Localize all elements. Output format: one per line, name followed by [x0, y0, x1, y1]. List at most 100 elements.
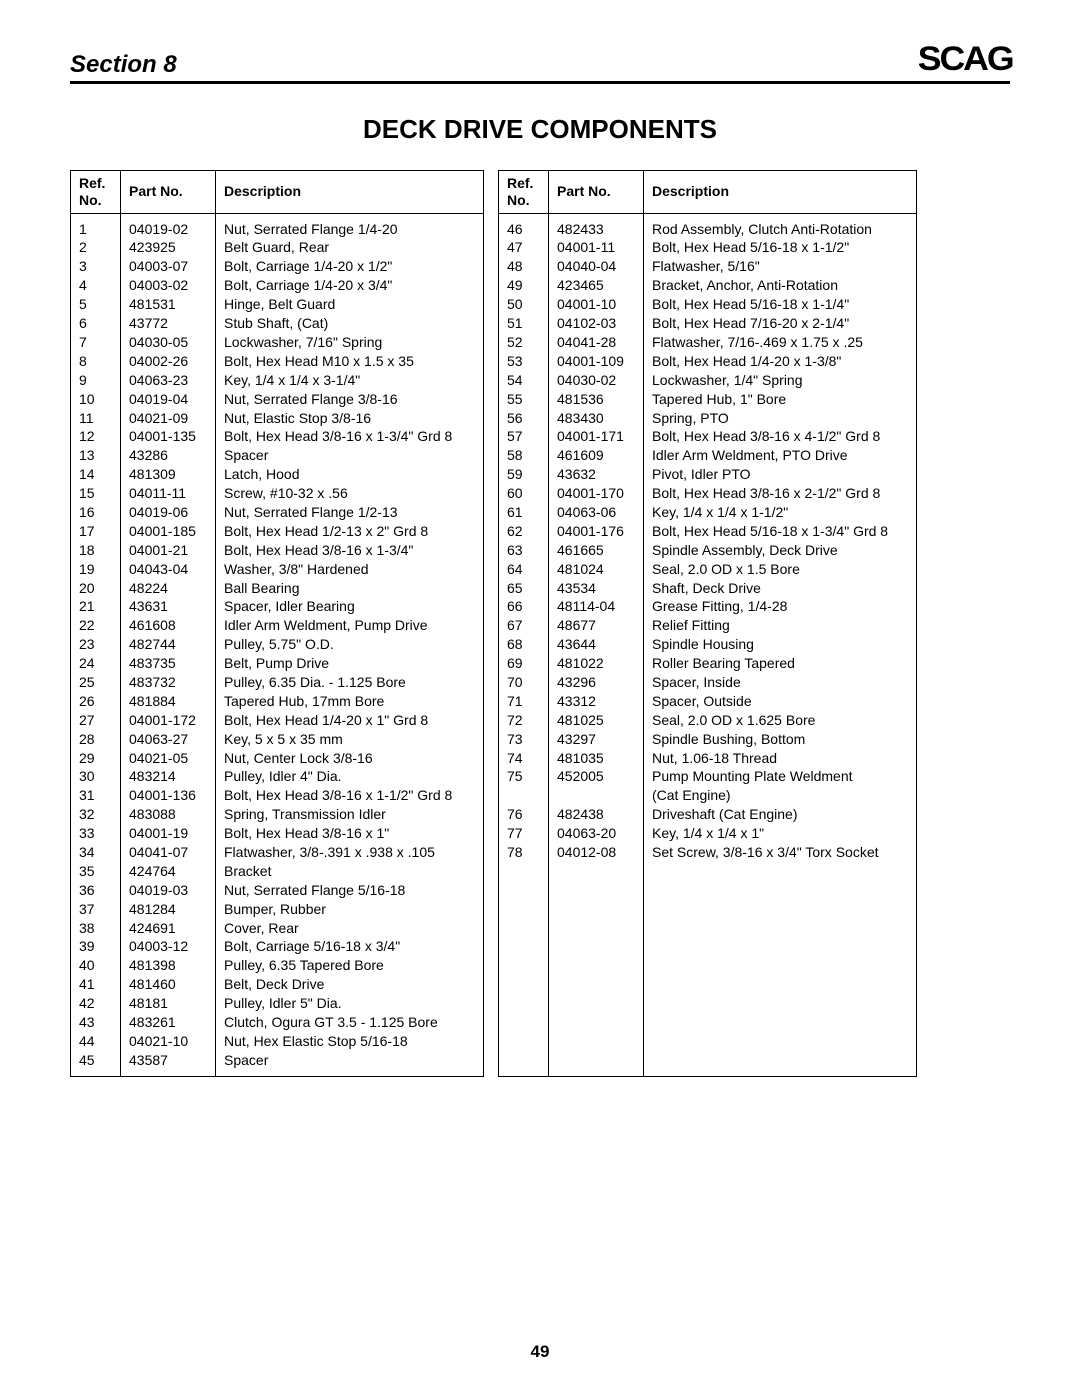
cell-desc: Nut, Serrated Flange 1/2-13 [216, 503, 484, 522]
table-row: 69481022Roller Bearing Tapered [499, 654, 917, 673]
cell-part: 483430 [549, 409, 644, 428]
cell-desc: Ball Bearing [216, 579, 484, 598]
cell-part: 04001-19 [121, 824, 216, 843]
cell-ref: 66 [499, 597, 549, 616]
cell-desc: Bolt, Carriage 1/4-20 x 3/4" [216, 276, 484, 295]
cell-ref: 6 [71, 314, 121, 333]
cell-ref: 36 [71, 881, 121, 900]
table-row: 7804012-08Set Screw, 3/8-16 x 3/4" Torx … [499, 843, 917, 862]
cell-ref: 59 [499, 465, 549, 484]
cell-part: 43644 [549, 635, 644, 654]
cell-ref: 30 [71, 767, 121, 786]
table-row: 5404030-02Lockwasher, 1/4" Spring [499, 371, 917, 390]
table-row: 1504011-11Screw, #10-32 x .56 [71, 484, 484, 503]
cell-ref: 75 [499, 767, 549, 786]
table-row: 1904043-04Washer, 3/8" Hardened [71, 560, 484, 579]
table-row [499, 881, 917, 900]
table-row: 7704063-20Key, 1/4 x 1/4 x 1" [499, 824, 917, 843]
cell-part: 04030-02 [549, 371, 644, 390]
cell-part: 04019-02 [121, 213, 216, 238]
cell-desc: Spacer, Inside [644, 673, 917, 692]
cell-ref: 54 [499, 371, 549, 390]
table-row: 64481024Seal, 2.0 OD x 1.5 Bore [499, 560, 917, 579]
cell-desc: Roller Bearing Tapered [644, 654, 917, 673]
cell-desc: Spindle Bushing, Bottom [644, 730, 917, 749]
cell-part: 43587 [121, 1051, 216, 1076]
cell-desc: Stub Shaft, (Cat) [216, 314, 484, 333]
table-row: 4804040-04Flatwasher, 5/16" [499, 257, 917, 276]
table-row: 75452005Pump Mounting Plate Weldment [499, 767, 917, 786]
table-row: 1104021-09Nut, Elastic Stop 3/8-16 [71, 409, 484, 428]
cell-ref: 4 [71, 276, 121, 295]
table-row: 2804063-27Key, 5 x 5 x 35 mm [71, 730, 484, 749]
cell-part: 481884 [121, 692, 216, 711]
cell-ref: 3 [71, 257, 121, 276]
cell-part: 04043-04 [121, 560, 216, 579]
cell-desc: Washer, 3/8" Hardened [216, 560, 484, 579]
cell-part: 04001-176 [549, 522, 644, 541]
table-row: 58461609Idler Arm Weldment, PTO Drive [499, 446, 917, 465]
page-header: Section 8 SCAG [70, 40, 1010, 84]
table-row: 6648114-04Grease Fitting, 1/4-28 [499, 597, 917, 616]
cell-ref: 26 [71, 692, 121, 711]
cell-part: 04019-04 [121, 390, 216, 409]
cell-desc: Nut, Serrated Flange 5/16-18 [216, 881, 484, 900]
table-row: 7143312Spacer, Outside [499, 692, 917, 711]
cell-part: 04021-10 [121, 1032, 216, 1051]
cell-part: 04011-11 [121, 484, 216, 503]
page-title: DECK DRIVE COMPONENTS [70, 114, 1010, 145]
table-row [499, 862, 917, 881]
cell-ref: 11 [71, 409, 121, 428]
table-row: 3604019-03Nut, Serrated Flange 5/16-18 [71, 881, 484, 900]
table-row: 5943632Pivot, Idler PTO [499, 465, 917, 484]
cell-desc: Seal, 2.0 OD x 1.5 Bore [644, 560, 917, 579]
table-row: 5204041-28Flatwasher, 7/16-.469 x 1.75 x… [499, 333, 917, 352]
table-row: 23482744Pulley, 5.75" O.D. [71, 635, 484, 654]
cell-ref: 27 [71, 711, 121, 730]
cell-ref: 2 [71, 238, 121, 257]
table-row [499, 1032, 917, 1051]
cell-desc: Nut, Center Lock 3/8-16 [216, 749, 484, 768]
cell-desc: Idler Arm Weldment, PTO Drive [644, 446, 917, 465]
cell-part: 04021-05 [121, 749, 216, 768]
table-row: 304003-07Bolt, Carriage 1/4-20 x 1/2" [71, 257, 484, 276]
table-row: 2704001-172Bolt, Hex Head 1/4-20 x 1" Gr… [71, 711, 484, 730]
cell-ref: 56 [499, 409, 549, 428]
cell-part: 452005 [549, 767, 644, 786]
cell-ref: 14 [71, 465, 121, 484]
cell-ref: 47 [499, 238, 549, 257]
table-row: 32483088Spring, Transmission Idler [71, 805, 484, 824]
cell-part: 04001-136 [121, 786, 216, 805]
cell-desc: Key, 1/4 x 1/4 x 1-1/2" [644, 503, 917, 522]
cell-desc: Bolt, Hex Head 1/4-20 x 1-3/8" [644, 352, 917, 371]
table-row: 6104063-06Key, 1/4 x 1/4 x 1-1/2" [499, 503, 917, 522]
cell-ref: 74 [499, 749, 549, 768]
cell-desc: Spindle Housing [644, 635, 917, 654]
cell-desc: Bumper, Rubber [216, 900, 484, 919]
cell-part: 04041-28 [549, 333, 644, 352]
cell-part: 04003-12 [121, 937, 216, 956]
cell-desc: Key, 5 x 5 x 35 mm [216, 730, 484, 749]
cell-desc: Rod Assembly, Clutch Anti-Rotation [644, 213, 917, 238]
cell-part: 04040-04 [549, 257, 644, 276]
cell-part: 483732 [121, 673, 216, 692]
cell-ref: 15 [71, 484, 121, 503]
cell-ref: 48 [499, 257, 549, 276]
table-row: 1004019-04Nut, Serrated Flange 3/8-16 [71, 390, 484, 409]
cell-desc: Set Screw, 3/8-16 x 3/4" Torx Socket [644, 843, 917, 862]
cell-ref: 19 [71, 560, 121, 579]
cell-ref: 43 [71, 1013, 121, 1032]
table-row: 1343286Spacer [71, 446, 484, 465]
col-desc-header: Description [644, 171, 917, 214]
table-row: 2423925Belt Guard, Rear [71, 238, 484, 257]
table-row: 3404041-07Flatwasher, 3/8-.391 x .938 x … [71, 843, 484, 862]
table-row: 22461608Idler Arm Weldment, Pump Drive [71, 616, 484, 635]
table-row: 72481025Seal, 2.0 OD x 1.625 Bore [499, 711, 917, 730]
table-row: 55481536Tapered Hub, 1" Bore [499, 390, 917, 409]
cell-ref: 35 [71, 862, 121, 881]
cell-desc: Latch, Hood [216, 465, 484, 484]
cell-desc: Belt Guard, Rear [216, 238, 484, 257]
cell-part: 483261 [121, 1013, 216, 1032]
parts-table-right: Ref.No. Part No. Description 46482433Rod… [498, 170, 917, 1077]
table-row: 704030-05Lockwasher, 7/16" Spring [71, 333, 484, 352]
